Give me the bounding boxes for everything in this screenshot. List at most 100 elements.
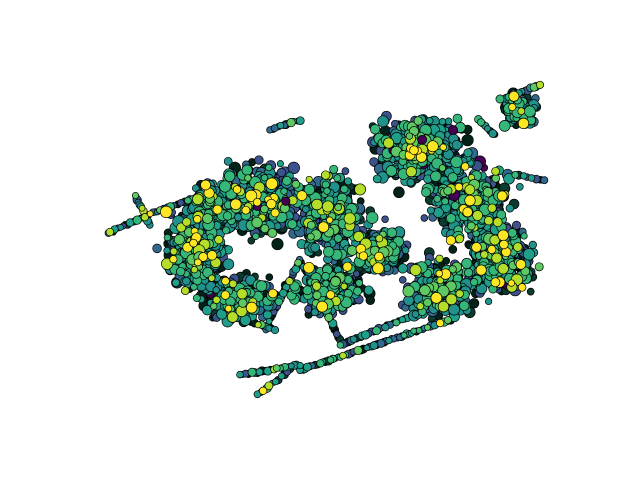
scatter-point	[448, 125, 458, 136]
scatter-point	[138, 204, 146, 212]
scatter-point	[271, 238, 284, 251]
scatter-point	[511, 220, 522, 230]
scatter-point	[497, 229, 509, 242]
scatter-point	[169, 247, 178, 256]
scatter-point	[244, 174, 252, 182]
scatter-point	[222, 258, 235, 270]
scatter-point	[369, 124, 381, 135]
scatter-point	[435, 269, 444, 278]
scatter-point	[377, 115, 390, 128]
scatter-point	[423, 298, 433, 307]
scatter-point	[280, 187, 288, 195]
scatter-point	[222, 211, 233, 221]
scatter-point	[491, 174, 501, 183]
scatter-point	[435, 254, 444, 263]
scatter-point	[454, 182, 464, 192]
scatter-point	[160, 205, 173, 219]
scatter-point	[448, 303, 461, 316]
scatter-point	[255, 280, 268, 292]
scatter-point	[286, 118, 296, 128]
scatter-point	[310, 308, 319, 317]
scatter-point	[520, 232, 528, 240]
scatter-point	[490, 277, 501, 288]
scatter-point	[535, 80, 545, 89]
scatter-point	[443, 186, 453, 196]
scatter-point	[441, 197, 449, 206]
scatter-point	[182, 217, 192, 227]
scatter-point	[251, 216, 263, 229]
scatter-point	[523, 105, 536, 118]
scatter-point	[341, 167, 350, 175]
scatter-point	[260, 204, 269, 214]
scatter-point	[192, 294, 201, 303]
scatter-point	[336, 341, 344, 349]
scatter-point	[152, 243, 162, 254]
scatter-point	[226, 311, 239, 323]
scatter-point	[303, 183, 316, 196]
scatter-point	[464, 184, 476, 196]
scatter-point	[443, 316, 452, 325]
scatter-point	[208, 274, 216, 282]
scatter-point	[499, 239, 509, 250]
scatter-point	[281, 196, 291, 206]
scatter-point	[366, 211, 379, 224]
scatter-point	[303, 362, 312, 372]
scatter-point	[193, 215, 202, 224]
scatter-point	[192, 193, 204, 206]
scatter-point	[340, 184, 349, 194]
scatter-point	[311, 198, 323, 211]
scatter-point	[220, 290, 231, 300]
scatter-point	[386, 227, 398, 238]
scatter-point	[363, 285, 374, 296]
scatter-point	[534, 262, 544, 272]
scatter-point	[230, 198, 242, 211]
scatter-point	[270, 208, 280, 218]
scatter-point	[224, 170, 236, 182]
scatter-point	[461, 134, 474, 147]
scatter-point	[247, 236, 256, 245]
scatter-point	[321, 170, 331, 180]
scatter-point	[264, 381, 274, 391]
scatter-point	[316, 359, 325, 368]
scatter-point	[245, 301, 258, 314]
scatter-point	[329, 164, 339, 174]
scatter-point	[262, 310, 273, 320]
scatter-point	[245, 189, 258, 202]
scatter-point	[476, 118, 486, 127]
scatter-point	[466, 221, 476, 231]
scatter-point	[492, 217, 503, 228]
scatter-point	[132, 215, 142, 225]
scatter-point	[381, 215, 389, 223]
scatter-point	[267, 228, 278, 238]
scatter-point	[515, 259, 527, 270]
scatter-point	[487, 203, 497, 213]
scatter-point	[326, 216, 334, 224]
scatter-point	[296, 190, 308, 201]
scatter-point	[342, 261, 353, 272]
scatter-point	[305, 175, 313, 183]
scatter-point	[358, 251, 368, 261]
scatter-point	[247, 367, 257, 377]
scatter-point	[340, 282, 348, 290]
scatter-point	[400, 331, 408, 339]
scatter-point	[353, 345, 363, 355]
scatter-point	[445, 293, 458, 306]
scatter-point	[285, 277, 294, 286]
scatter-point	[334, 203, 343, 212]
scatter-point	[517, 117, 530, 130]
scatter-point	[464, 194, 476, 207]
scatter-point	[471, 242, 482, 253]
scatter-point	[410, 327, 418, 335]
scatter-point	[339, 351, 347, 360]
scatter-point	[265, 177, 278, 190]
scatter-point	[488, 129, 498, 138]
scatter-point	[461, 257, 473, 269]
scatter-point	[369, 157, 379, 167]
scatter-point	[374, 251, 384, 262]
scatter-point	[365, 295, 376, 306]
scatter-point	[352, 270, 361, 278]
scatter-point	[401, 246, 410, 254]
scatter-point	[513, 242, 523, 252]
scatter-point	[105, 227, 115, 237]
